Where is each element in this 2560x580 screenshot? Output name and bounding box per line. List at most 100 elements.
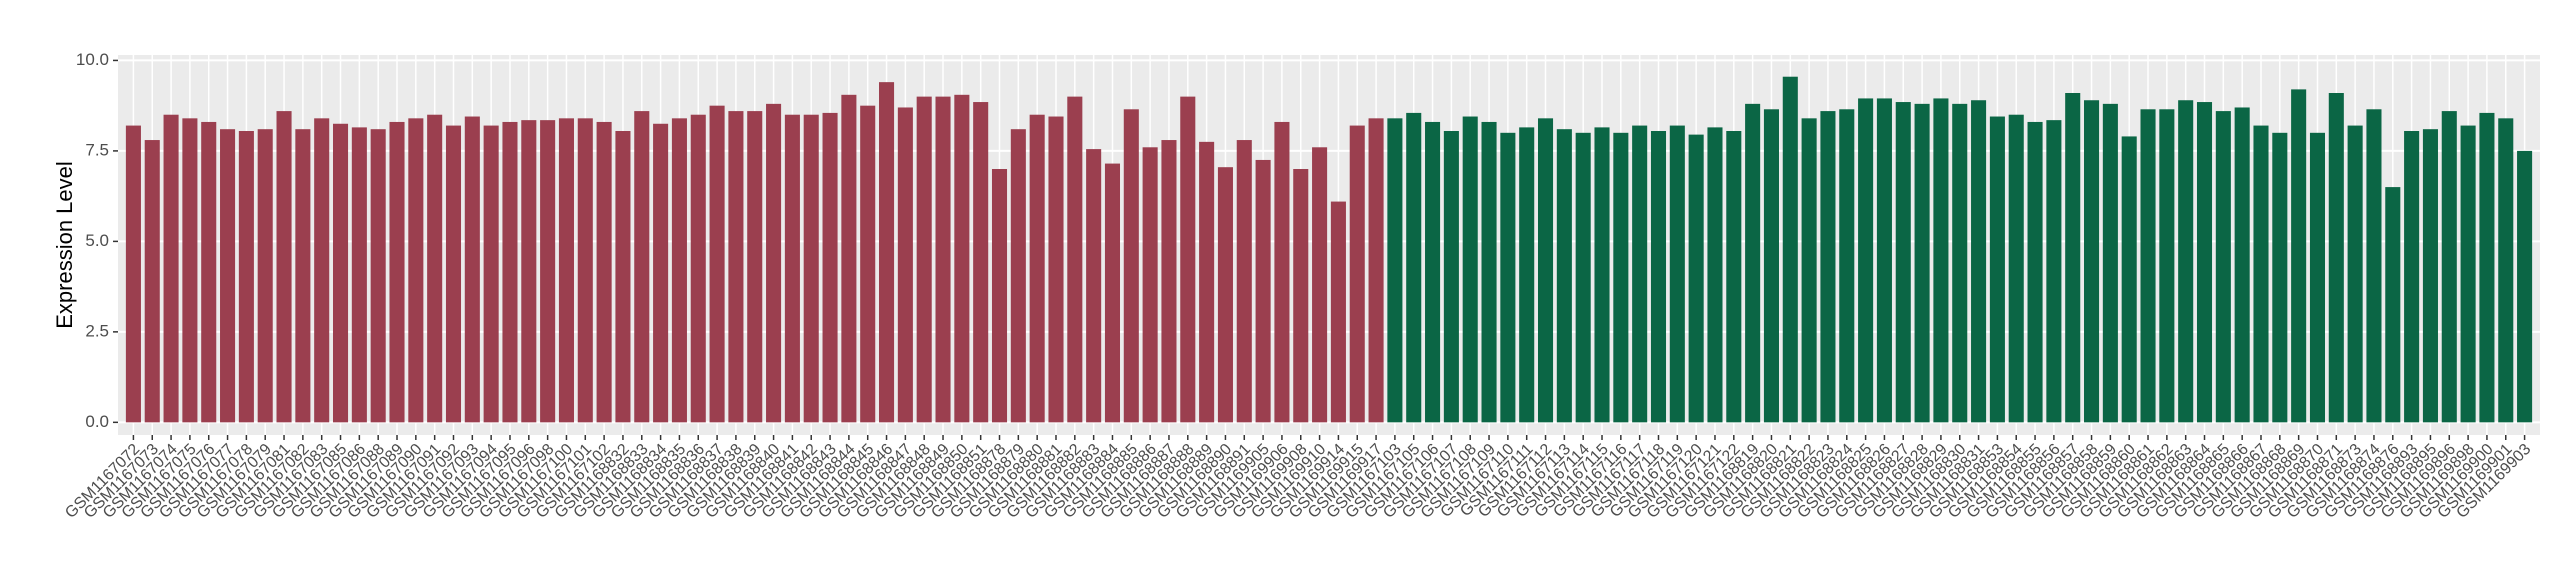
bar	[803, 114, 819, 423]
bar	[1556, 129, 1572, 423]
bar	[1500, 132, 1516, 423]
bar	[144, 140, 160, 423]
bar	[1406, 112, 1422, 423]
bar	[935, 96, 951, 423]
bar	[1613, 132, 1629, 423]
bar	[1330, 201, 1346, 423]
bar	[1180, 96, 1196, 423]
plot-panel	[118, 55, 2540, 435]
bar	[1462, 116, 1478, 423]
bar	[2404, 131, 2420, 423]
bar	[860, 105, 876, 423]
bar	[1745, 103, 1761, 423]
bar	[1801, 118, 1817, 423]
bar	[445, 125, 462, 423]
bar	[427, 114, 443, 423]
bar	[238, 131, 254, 423]
bar	[1989, 116, 2005, 423]
bar	[747, 111, 763, 423]
bar	[822, 112, 838, 423]
bar	[2366, 109, 2382, 423]
bar	[558, 118, 574, 423]
bar	[879, 82, 895, 423]
bar	[370, 129, 386, 423]
bar	[389, 121, 405, 423]
bar	[1820, 111, 1836, 423]
bar	[1632, 125, 1648, 423]
bar	[1839, 109, 1855, 423]
bar	[690, 114, 706, 423]
bar	[1519, 127, 1535, 423]
bar	[671, 118, 687, 423]
bar	[2328, 93, 2344, 423]
bar	[1537, 118, 1554, 423]
bar	[2498, 118, 2514, 423]
bar	[1236, 140, 1252, 423]
bar	[634, 111, 650, 423]
bar	[540, 120, 556, 423]
bar	[2385, 187, 2401, 423]
bar	[1010, 129, 1026, 423]
bar	[991, 169, 1008, 423]
bar	[2234, 107, 2250, 423]
bar	[1293, 169, 1309, 423]
y-tick-label: 2.5	[85, 321, 109, 340]
bar	[653, 123, 669, 423]
bar	[1952, 103, 1968, 423]
bar	[1971, 100, 1987, 423]
bar	[2121, 136, 2137, 423]
bar	[125, 125, 141, 423]
bar	[1688, 134, 1704, 423]
bar	[201, 121, 217, 423]
bar	[1726, 131, 1742, 423]
bar	[1895, 102, 1911, 423]
bar	[408, 118, 424, 423]
y-axis-label: Expression Level	[52, 161, 77, 329]
bar	[2517, 150, 2533, 423]
bar	[502, 121, 518, 423]
y-tick-label: 7.5	[85, 140, 109, 159]
bar	[1368, 118, 1384, 423]
bar	[2215, 111, 2231, 423]
bar	[766, 103, 782, 423]
bar	[615, 131, 631, 423]
bar	[841, 94, 857, 423]
bar	[954, 94, 970, 423]
bar	[1067, 96, 1083, 423]
bar	[2178, 100, 2194, 423]
bar	[521, 120, 537, 423]
bar	[2272, 132, 2288, 423]
bar	[709, 105, 725, 423]
bar	[1161, 140, 1177, 423]
bar	[2084, 100, 2100, 423]
bar	[464, 116, 480, 423]
bar	[1425, 121, 1441, 423]
bar	[2441, 111, 2457, 423]
bar	[1104, 163, 1121, 423]
bar	[2460, 125, 2476, 423]
y-tick-label: 5.0	[85, 231, 109, 250]
bar	[1274, 121, 1290, 423]
y-tick-label: 0.0	[85, 412, 109, 431]
bar	[916, 96, 932, 423]
bar	[1669, 125, 1685, 423]
bar	[2027, 121, 2043, 423]
bar	[2422, 129, 2438, 423]
bar	[276, 111, 292, 423]
bar	[2309, 132, 2326, 423]
bar	[728, 111, 744, 423]
bar	[1594, 127, 1610, 423]
bar	[1782, 76, 1798, 423]
bar	[295, 129, 311, 423]
bar	[351, 127, 367, 423]
bar	[1142, 147, 1158, 423]
bar	[483, 125, 499, 423]
bar	[2140, 109, 2156, 423]
bar	[1349, 125, 1365, 423]
bar	[577, 118, 593, 423]
bar	[257, 129, 273, 423]
bar	[2102, 103, 2118, 423]
bar	[1443, 131, 1459, 423]
bar	[1086, 149, 1102, 423]
